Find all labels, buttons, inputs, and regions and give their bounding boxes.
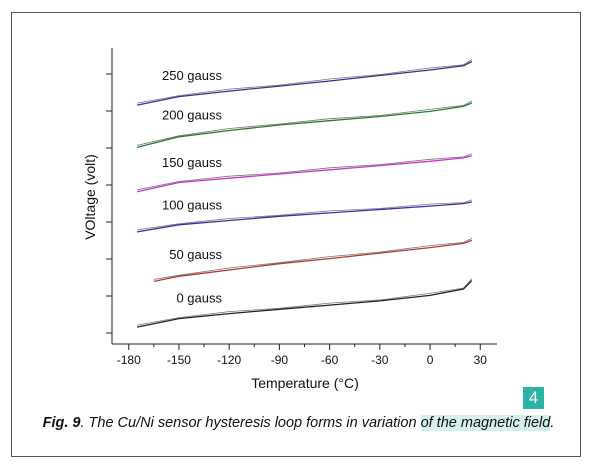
x-tick-label: -180 bbox=[117, 353, 141, 367]
series-line bbox=[153, 239, 473, 283]
x-axis-label: Temperature (°C) bbox=[251, 375, 359, 391]
series-label: 100 gauss bbox=[162, 198, 222, 213]
chart-axes: -180 -150 -120 -90 -60 -30 0 30 bbox=[106, 48, 497, 367]
figure-label: Fig. 9 bbox=[42, 415, 81, 431]
caption-end: . bbox=[550, 415, 555, 431]
series-label: 0 gauss bbox=[176, 291, 222, 306]
highlight-number-badge: 4 bbox=[523, 387, 544, 409]
figure-caption: Fig. 9. The Cu/Ni sensor hysteresis loop… bbox=[26, 414, 571, 433]
chart-series bbox=[136, 59, 473, 328]
caption-text: . The Cu/Ni sensor hysteresis loop forms… bbox=[80, 415, 421, 431]
x-tick-label: -30 bbox=[371, 353, 389, 367]
series-label: 150 gauss bbox=[162, 155, 222, 170]
series-return-line bbox=[137, 153, 473, 191]
series-return-line bbox=[153, 238, 473, 280]
x-tick-label: 0 bbox=[427, 353, 434, 367]
series-label: 250 gauss bbox=[162, 68, 222, 83]
chart-series-labels: 250 gauss 200 gauss 150 gauss 100 gauss 50 g… bbox=[162, 68, 222, 305]
series-label: 200 gauss bbox=[162, 107, 222, 122]
caption-highlight: of the magnetic field bbox=[420, 415, 551, 431]
series-line bbox=[136, 60, 473, 106]
series-line bbox=[136, 155, 473, 193]
x-tick-label: -60 bbox=[321, 353, 339, 367]
x-tick-label: 30 bbox=[474, 353, 488, 367]
series-label: 50 gauss bbox=[169, 247, 222, 262]
x-tick-label: -90 bbox=[271, 353, 289, 367]
x-tick-label: -150 bbox=[167, 353, 191, 367]
x-tick-label: -120 bbox=[217, 353, 241, 367]
series-return-line bbox=[137, 199, 473, 231]
series-return-line bbox=[137, 59, 473, 104]
y-axis-label: VOltage (volt) bbox=[82, 154, 98, 240]
series-return-line bbox=[137, 278, 473, 326]
series-return-line bbox=[137, 100, 473, 146]
figure-frame bbox=[11, 12, 581, 457]
series-line bbox=[136, 280, 473, 328]
series-line bbox=[136, 102, 473, 149]
series-line bbox=[136, 201, 473, 233]
